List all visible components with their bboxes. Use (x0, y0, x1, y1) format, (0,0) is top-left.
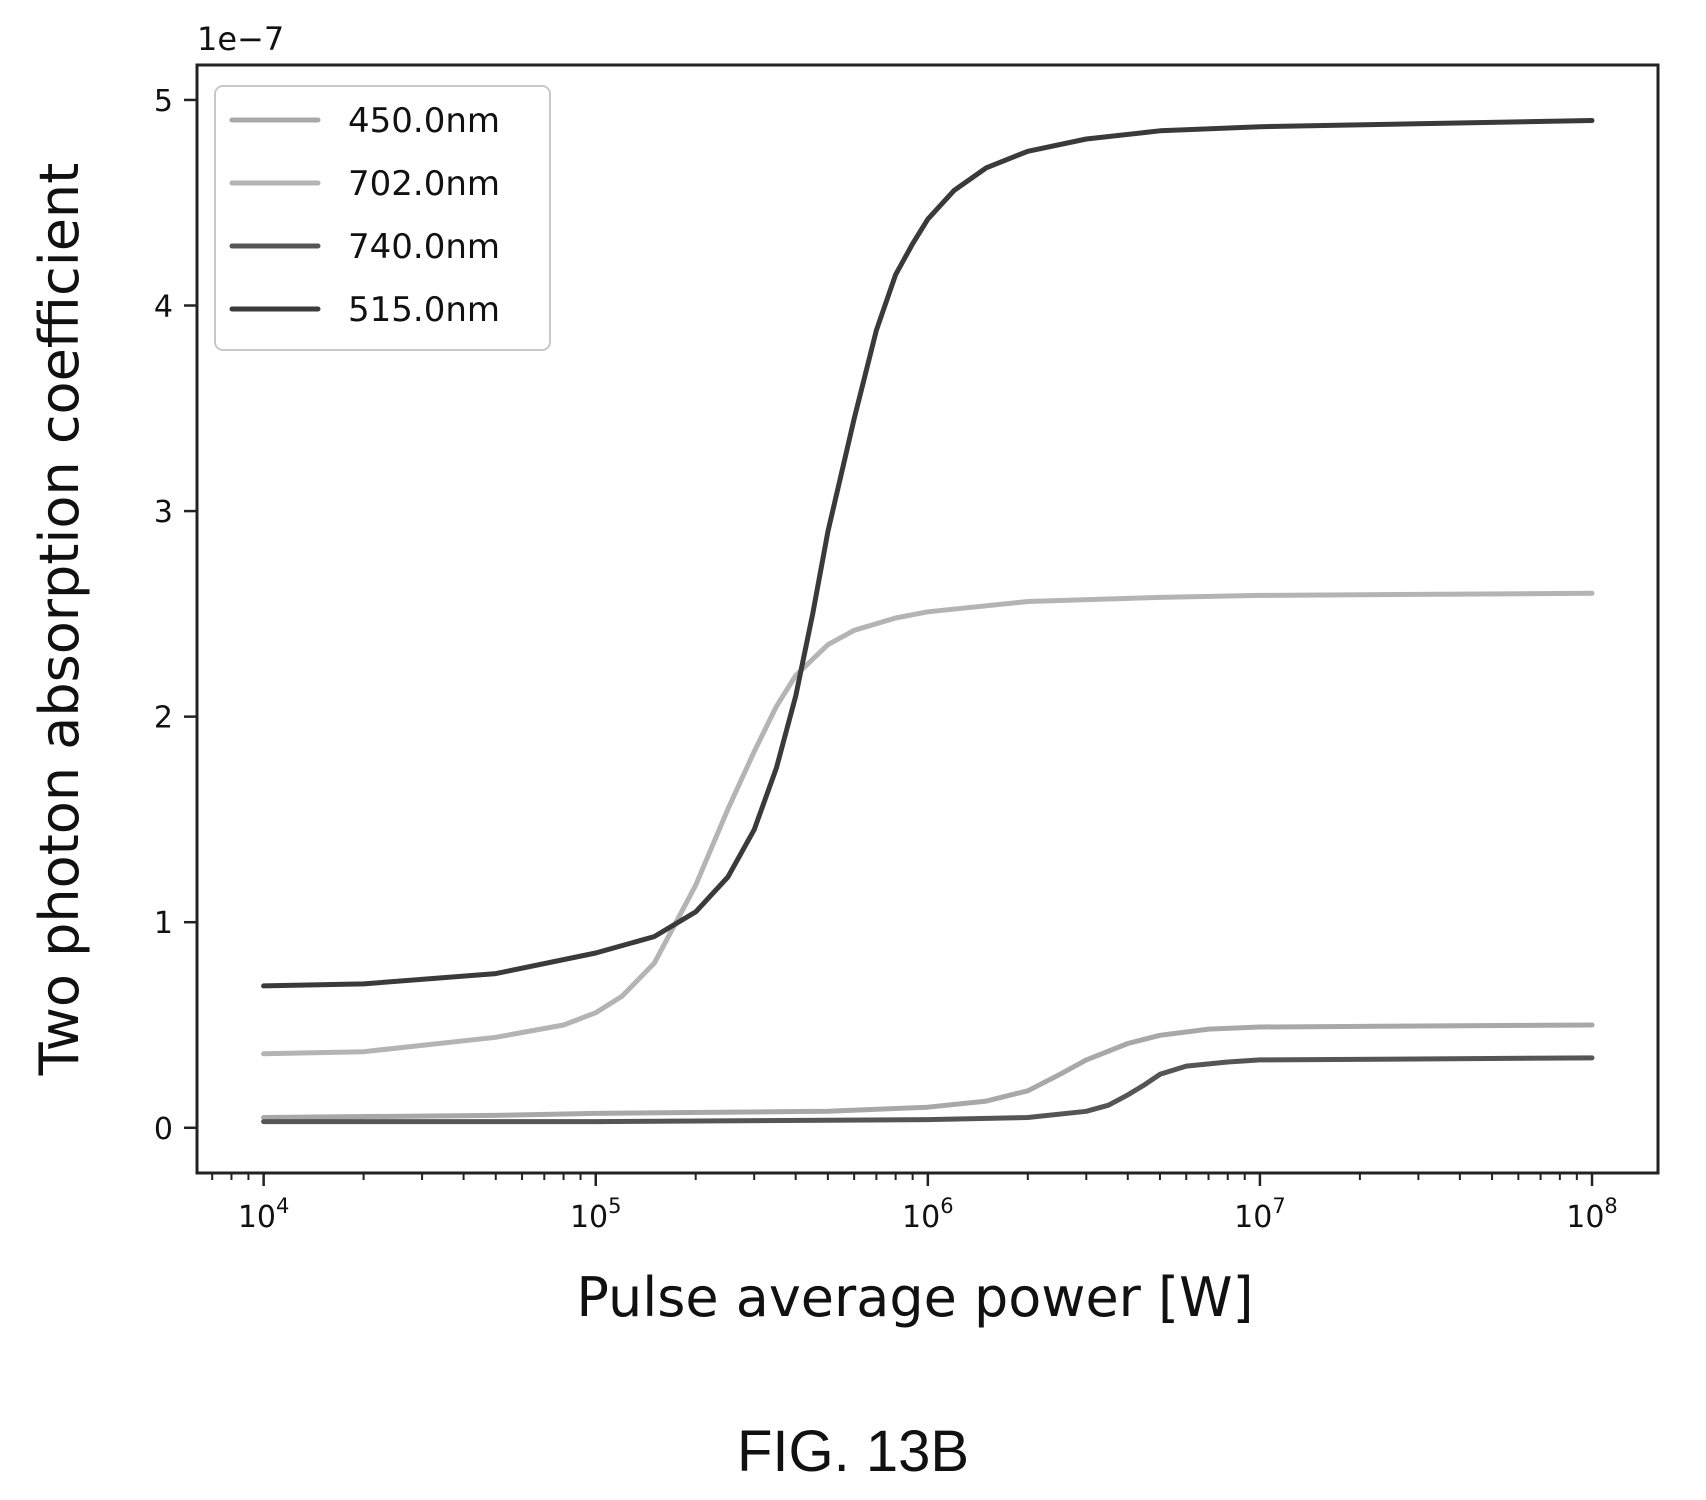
y-tick-label: 1 (154, 906, 173, 941)
figure-caption: FIG. 13B (736, 1419, 970, 1484)
x-tick-label: 104 (238, 1194, 290, 1235)
y-tick-label: 3 (154, 495, 173, 530)
x-tick-label: 108 (1566, 1194, 1618, 1235)
x-minor-ticks (211, 1173, 1578, 1180)
series-line-450-0nm (261, 1022, 1595, 1120)
legend-label: 740.0nm (348, 227, 500, 267)
y-tick-label: 0 (154, 1112, 173, 1147)
series-line-740-0nm (261, 1055, 1595, 1125)
x-tick-base: 10 (570, 1200, 608, 1235)
x-tick-exponent: 4 (276, 1194, 289, 1218)
y-tick-label: 4 (154, 290, 173, 325)
legend-frame (214, 85, 551, 351)
legend: 450.0nm 702.0nm 740.0nm 515.0nm (214, 85, 551, 351)
x-tick-exponent: 8 (1604, 1194, 1617, 1218)
x-tick-exponent: 6 (940, 1194, 953, 1218)
x-tick-label: 107 (1234, 1194, 1286, 1235)
series-group (261, 118, 1595, 1125)
series-line-702-0nm (261, 590, 1595, 1057)
legend-label: 450.0nm (348, 101, 500, 141)
x-tick-label: 105 (570, 1194, 622, 1235)
series-line-515-0nm (261, 118, 1595, 989)
x-axis-ticks: 104 105 106 107 108 (238, 1173, 1618, 1235)
y-axis-ticks: 0 1 2 3 4 5 (154, 84, 197, 1147)
legend-label: 515.0nm (348, 290, 500, 330)
x-tick-base: 10 (902, 1200, 940, 1235)
y-tick-label: 2 (154, 701, 173, 736)
y-axis-label: Two photon absorption coefficient (28, 163, 91, 1077)
y-tick-label: 5 (154, 84, 173, 119)
x-tick-base: 10 (1234, 1200, 1272, 1235)
x-tick-exponent: 5 (608, 1194, 621, 1218)
x-tick-exponent: 7 (1272, 1194, 1285, 1218)
legend-label: 702.0nm (348, 164, 500, 204)
x-axis-label: Pulse average power [W] (576, 1266, 1253, 1329)
x-tick-label: 106 (902, 1194, 954, 1235)
x-tick-base: 10 (1566, 1200, 1604, 1235)
y-offset-label: 1e−7 (197, 20, 284, 58)
x-tick-base: 10 (238, 1200, 276, 1235)
